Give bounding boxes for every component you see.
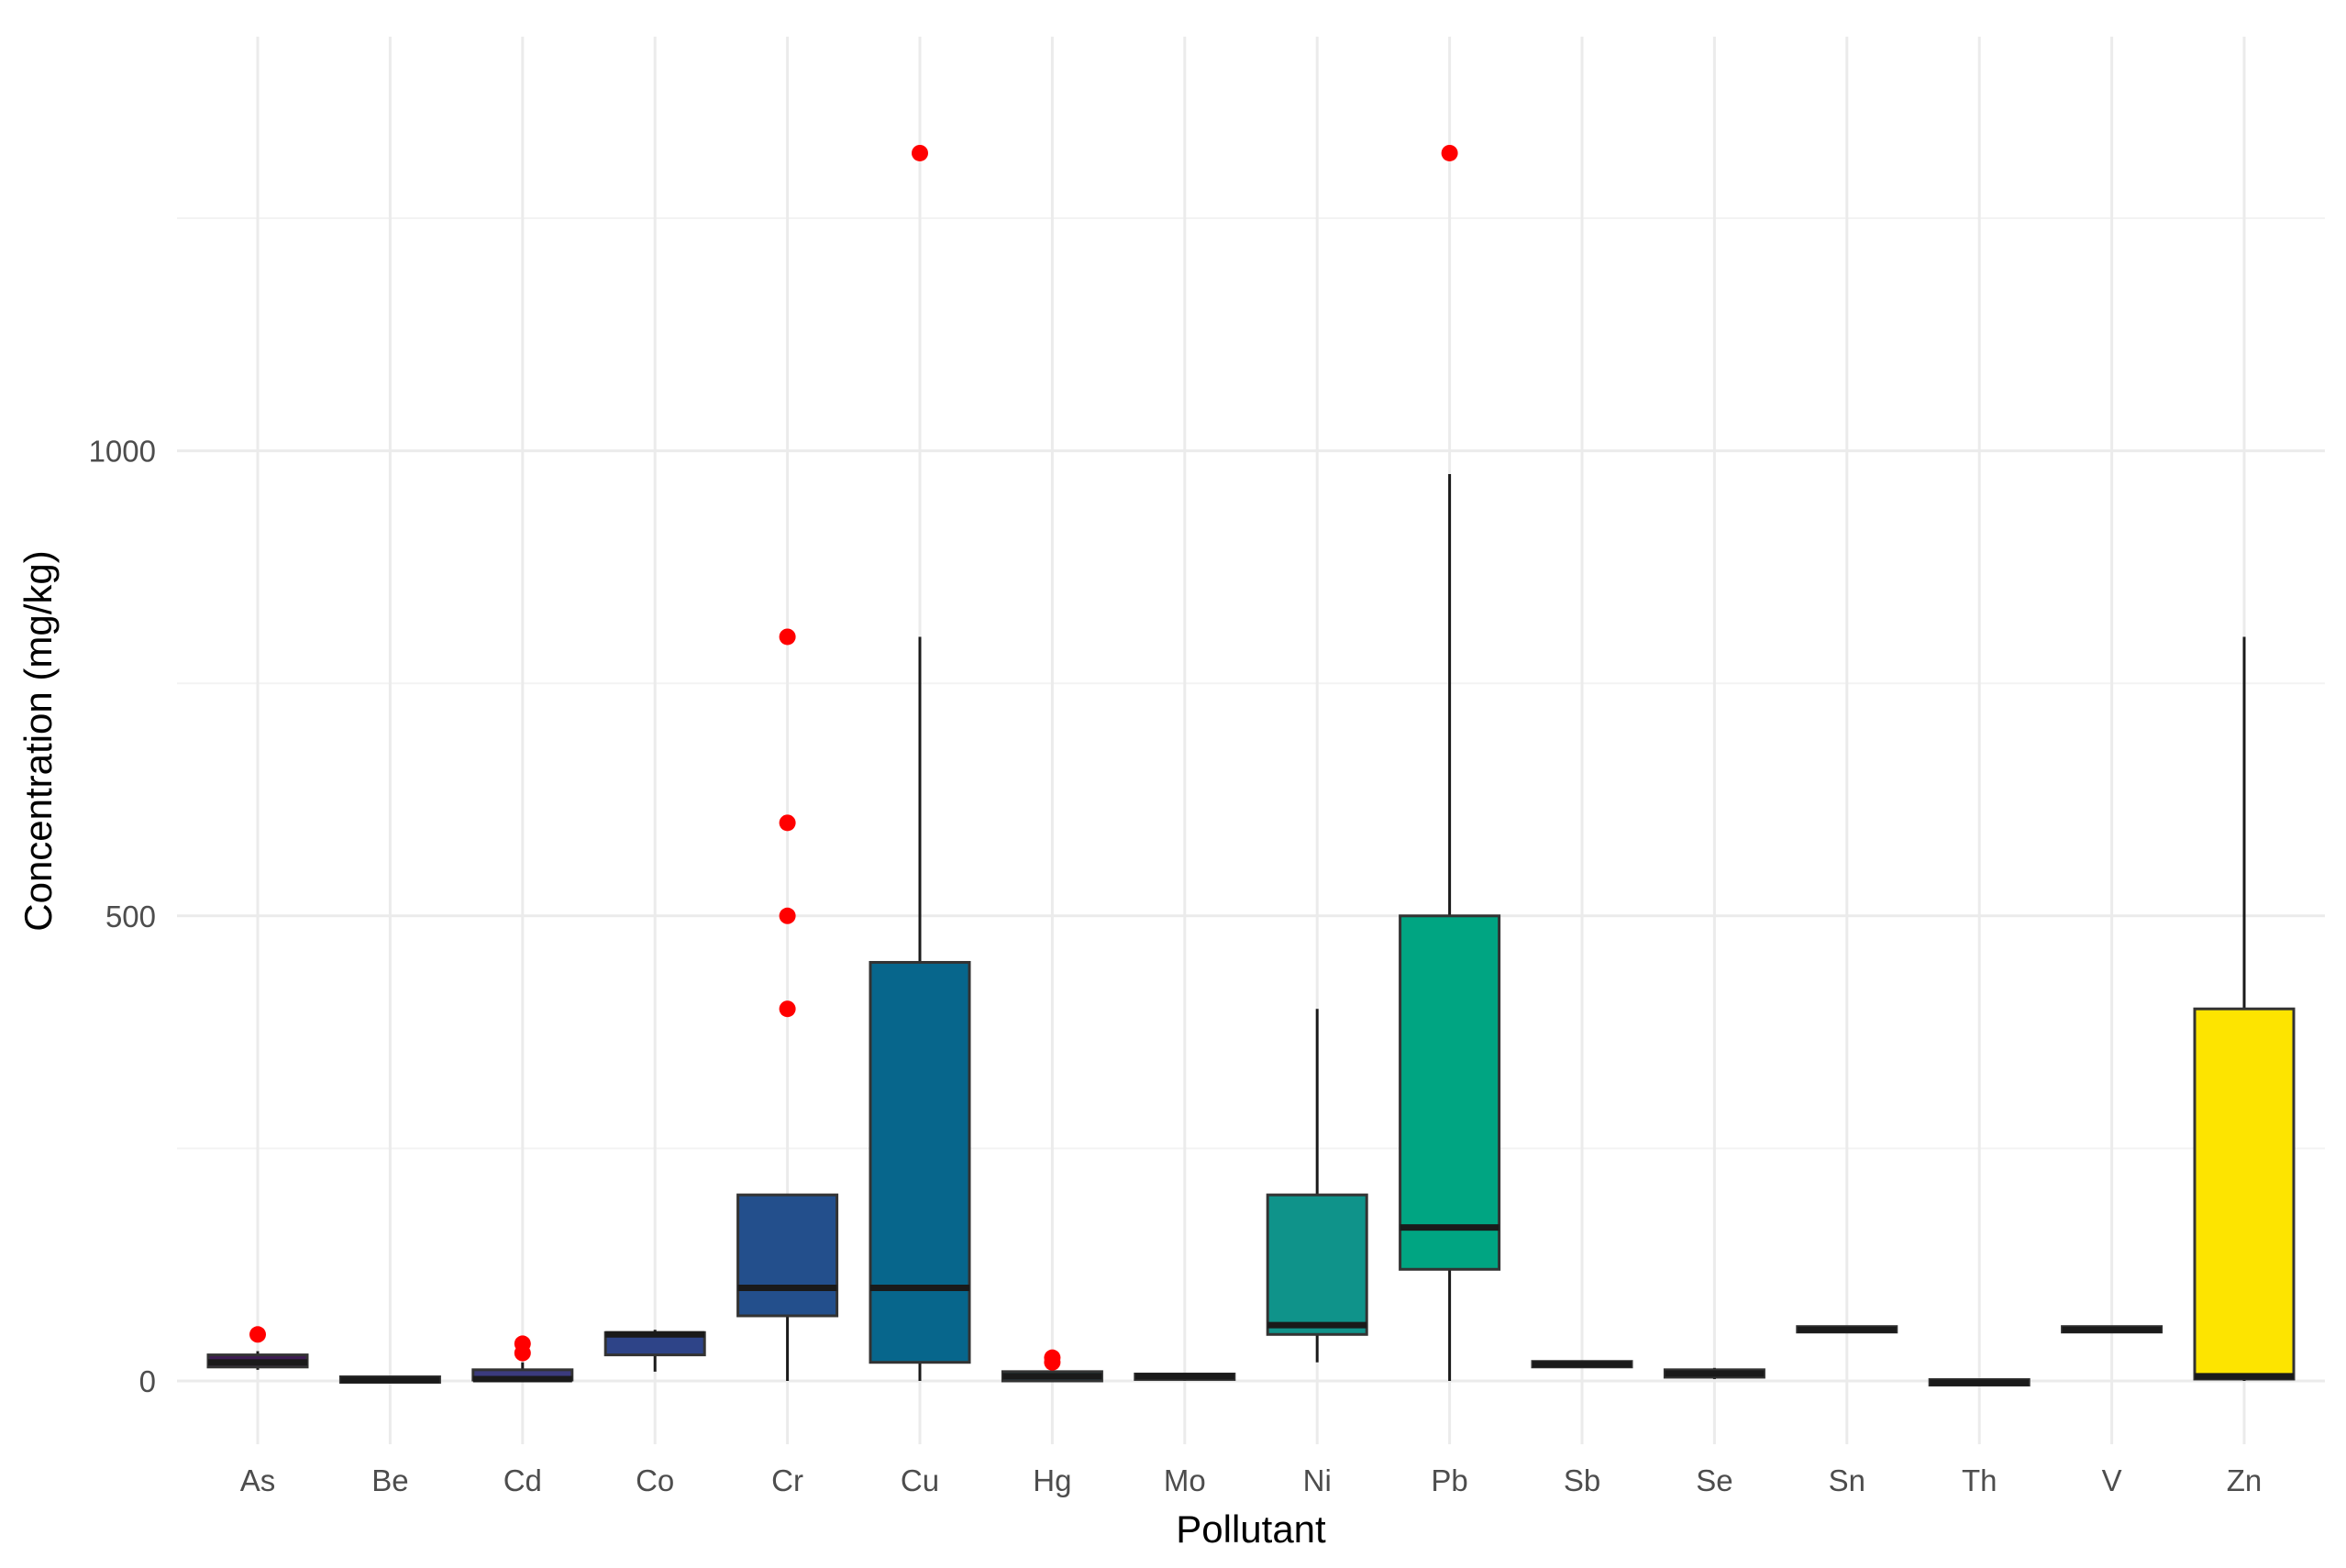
outlier-point-cr — [779, 907, 796, 924]
y-tick-label: 1000 — [89, 435, 156, 469]
x-tick-label-zn: Zn — [2227, 1463, 2263, 1497]
box-plots — [206, 473, 2296, 1387]
outlier-point-hg — [1044, 1349, 1061, 1366]
box-cr — [736, 1193, 839, 1318]
box-zn — [2193, 1007, 2296, 1381]
outlier-point-cr — [779, 1000, 796, 1018]
box-cu — [869, 961, 971, 1364]
x-axis-ticks: As Be Cd Co Cr Cu Hg Mo Ni Pb Sb Se Sn Th V Zn — [240, 1463, 2263, 1497]
x-tick-label-co: Co — [636, 1463, 674, 1497]
outlier-point-cd — [514, 1335, 531, 1353]
outlier-point-cr — [779, 814, 796, 832]
x-tick-label-hg: Hg — [1033, 1463, 1071, 1497]
box-pb — [1399, 914, 1501, 1271]
x-tick-label-cu: Cu — [901, 1463, 939, 1497]
y-tick-label: 0 — [139, 1364, 156, 1398]
x-axis-title: Pollutant — [1176, 1507, 1326, 1551]
outlier-point-pb — [1441, 144, 1458, 161]
x-tick-label-th: Th — [1962, 1463, 1997, 1497]
outlier-points — [249, 144, 1458, 1371]
x-tick-label-sb: Sb — [1564, 1463, 1600, 1497]
x-tick-label-v: V — [2102, 1463, 2122, 1497]
x-tick-label-se: Se — [1696, 1463, 1732, 1497]
x-tick-label-pb: Pb — [1431, 1463, 1467, 1497]
x-tick-label-be: Be — [371, 1463, 408, 1497]
x-tick-label-sn: Sn — [1829, 1463, 1865, 1497]
grid-lines — [177, 37, 2325, 1444]
outlier-point-cr — [779, 628, 796, 646]
x-tick-label-mo: Mo — [1164, 1463, 1206, 1497]
y-tick-label: 500 — [105, 900, 156, 933]
y-axis-ticks: 0 500 1000 — [89, 435, 156, 1398]
box-ni — [1266, 1193, 1368, 1336]
x-tick-label-cr: Cr — [771, 1463, 803, 1497]
x-tick-label-cd: Cd — [504, 1463, 542, 1497]
x-tick-label-as: As — [240, 1463, 276, 1497]
x-tick-label-ni: Ni — [1303, 1463, 1332, 1497]
outlier-point-cu — [912, 144, 928, 161]
y-axis-title: Concentration (mg/kg) — [17, 550, 60, 932]
outlier-point-as — [249, 1326, 266, 1343]
